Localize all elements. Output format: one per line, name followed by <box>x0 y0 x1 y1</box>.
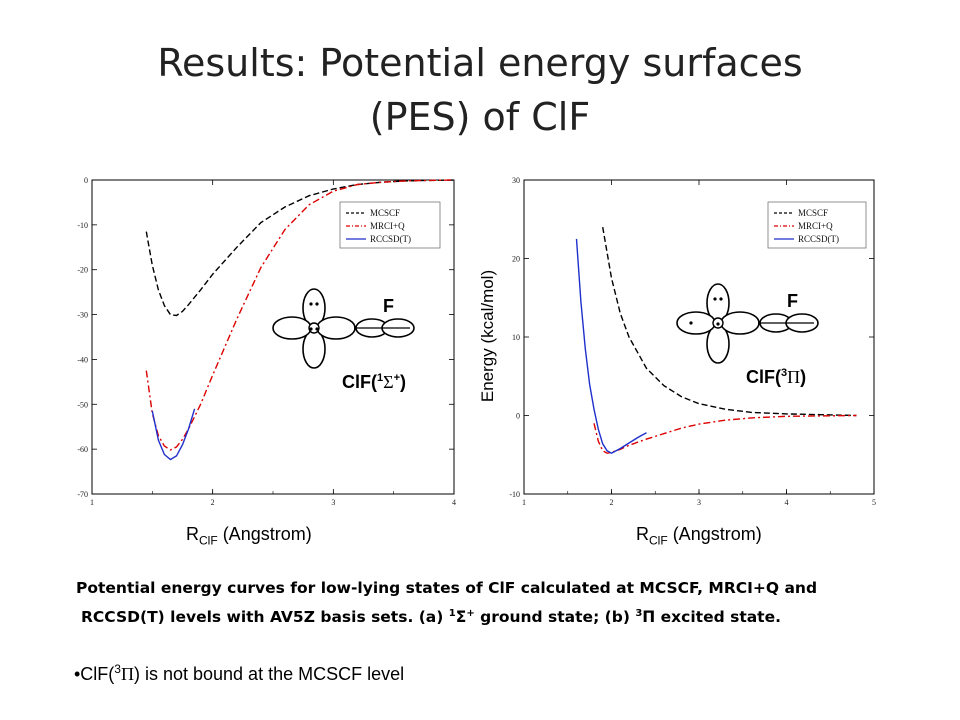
y-tick-label: 0 <box>516 412 520 421</box>
series-line-rccsd-t- <box>151 408 196 461</box>
state-label-sign: + <box>394 372 400 384</box>
orbital-lobe-right <box>316 316 356 340</box>
state-label-close: ) <box>400 372 406 392</box>
legend: MCSCF MRCI+Q RCCSD(T) <box>767 201 867 249</box>
legend-label: MRCI+Q <box>370 221 405 231</box>
y-tick-label: 30 <box>512 176 520 185</box>
state-label-multiplicity: 3 <box>781 367 787 379</box>
x-tick-label: 2 <box>610 498 614 507</box>
y-tick-label: -60 <box>77 445 88 454</box>
legend-box <box>767 201 867 249</box>
molecule-orbital-diagram: F ClF(1Σ+) <box>272 288 415 392</box>
electron-dot <box>713 297 717 301</box>
slide-title-line1: Results: Potential energy surfaces <box>157 41 803 85</box>
x-tick-label: 3 <box>331 498 335 507</box>
y-tick-label: -40 <box>77 355 88 364</box>
legend: MCSCF MRCI+Q RCCSD(T) <box>339 201 441 249</box>
state-label: ClF(3Π) <box>746 367 806 387</box>
legend-label: MRCI+Q <box>798 221 833 231</box>
orbital-lobe-left <box>676 311 716 335</box>
y-tick-label: -10 <box>509 490 520 499</box>
slide-title: Results: Potential energy surfaces (PES)… <box>0 36 960 144</box>
state-label-molecule: ClF( <box>746 367 781 387</box>
x-tick-label: 4 <box>452 498 456 507</box>
orbital-lobe-right <box>720 311 760 335</box>
y-tick-label: -30 <box>77 311 88 320</box>
caption-line2: RCCSD(T) levels with AV5Z basis sets. (a… <box>81 608 781 627</box>
series-line-mrci-q <box>145 179 455 451</box>
x-tick-label: 5 <box>872 498 876 507</box>
state-label-symbol: Π <box>787 367 800 387</box>
state-label-symbol: Σ <box>383 372 393 392</box>
x-tick-label: 1 <box>522 498 526 507</box>
y-tick-label: -70 <box>77 490 88 499</box>
bullet-note: •ClF(3Π) is not bound at the MCSCF level <box>74 662 405 684</box>
legend-box <box>339 201 441 249</box>
legend-label: MCSCF <box>370 208 400 218</box>
state-label-close: ) <box>800 367 806 387</box>
chart-left-ground-state: 1 2 3 4 0 -10 -20 -30 -40 -50 -60 -70 MCSCF MRCI+Q RCC… <box>77 176 456 507</box>
state-label-molecule: ClF( <box>342 372 377 392</box>
x-axis-label-left: RClF (Angstrom) <box>186 524 312 548</box>
state-label: ClF(1Σ+) <box>342 372 406 392</box>
slide-title-line2: (PES) of ClF <box>369 95 591 139</box>
series-line-mcscf <box>145 179 455 317</box>
x-tick-label: 4 <box>785 498 789 507</box>
molecule-orbital-diagram: F ClF(3Π) <box>676 283 819 387</box>
y-tick-label: 10 <box>512 333 520 342</box>
series-line-mcscf <box>602 226 857 417</box>
y-tick-label: -50 <box>77 400 88 409</box>
electron-dot <box>719 297 723 301</box>
legend-label: MCSCF <box>798 208 828 218</box>
legend-label: RCCSD(T) <box>370 234 411 244</box>
caption-line1: Potential energy curves for low-lying st… <box>76 579 818 597</box>
x-tick-label: 2 <box>211 498 215 507</box>
series-line-rccsd-t- <box>575 238 647 454</box>
series-line-mrci-q <box>593 414 857 454</box>
chart-right-excited-state: 1 2 3 4 53020100-10MCSCFMRCI+QRCCSD(T)FClF(3… <box>509 176 876 507</box>
x-axis-label-right: RClF (Angstrom) <box>636 524 762 548</box>
orbital-lobe-left <box>272 316 312 340</box>
y-tick-label: -20 <box>77 266 88 275</box>
electron-dot <box>315 327 319 331</box>
electron-dot <box>309 327 313 331</box>
electron-dot <box>716 322 720 326</box>
atom-label-f: F <box>787 291 798 311</box>
electron-dot <box>315 302 319 306</box>
figure-caption: Potential energy curves for low-lying st… <box>76 576 936 630</box>
state-label-multiplicity: 1 <box>377 372 383 384</box>
electron-dot <box>309 302 313 306</box>
y-tick-label: -10 <box>77 221 88 230</box>
atom-label-f: F <box>383 296 394 316</box>
legend-label: RCCSD(T) <box>798 234 839 244</box>
electron-dot <box>689 321 693 325</box>
x-tick-label: 3 <box>697 498 701 507</box>
x-tick-label: 1 <box>90 498 94 507</box>
y-tick-label: 20 <box>512 255 520 264</box>
y-tick-label: 0 <box>84 176 88 185</box>
